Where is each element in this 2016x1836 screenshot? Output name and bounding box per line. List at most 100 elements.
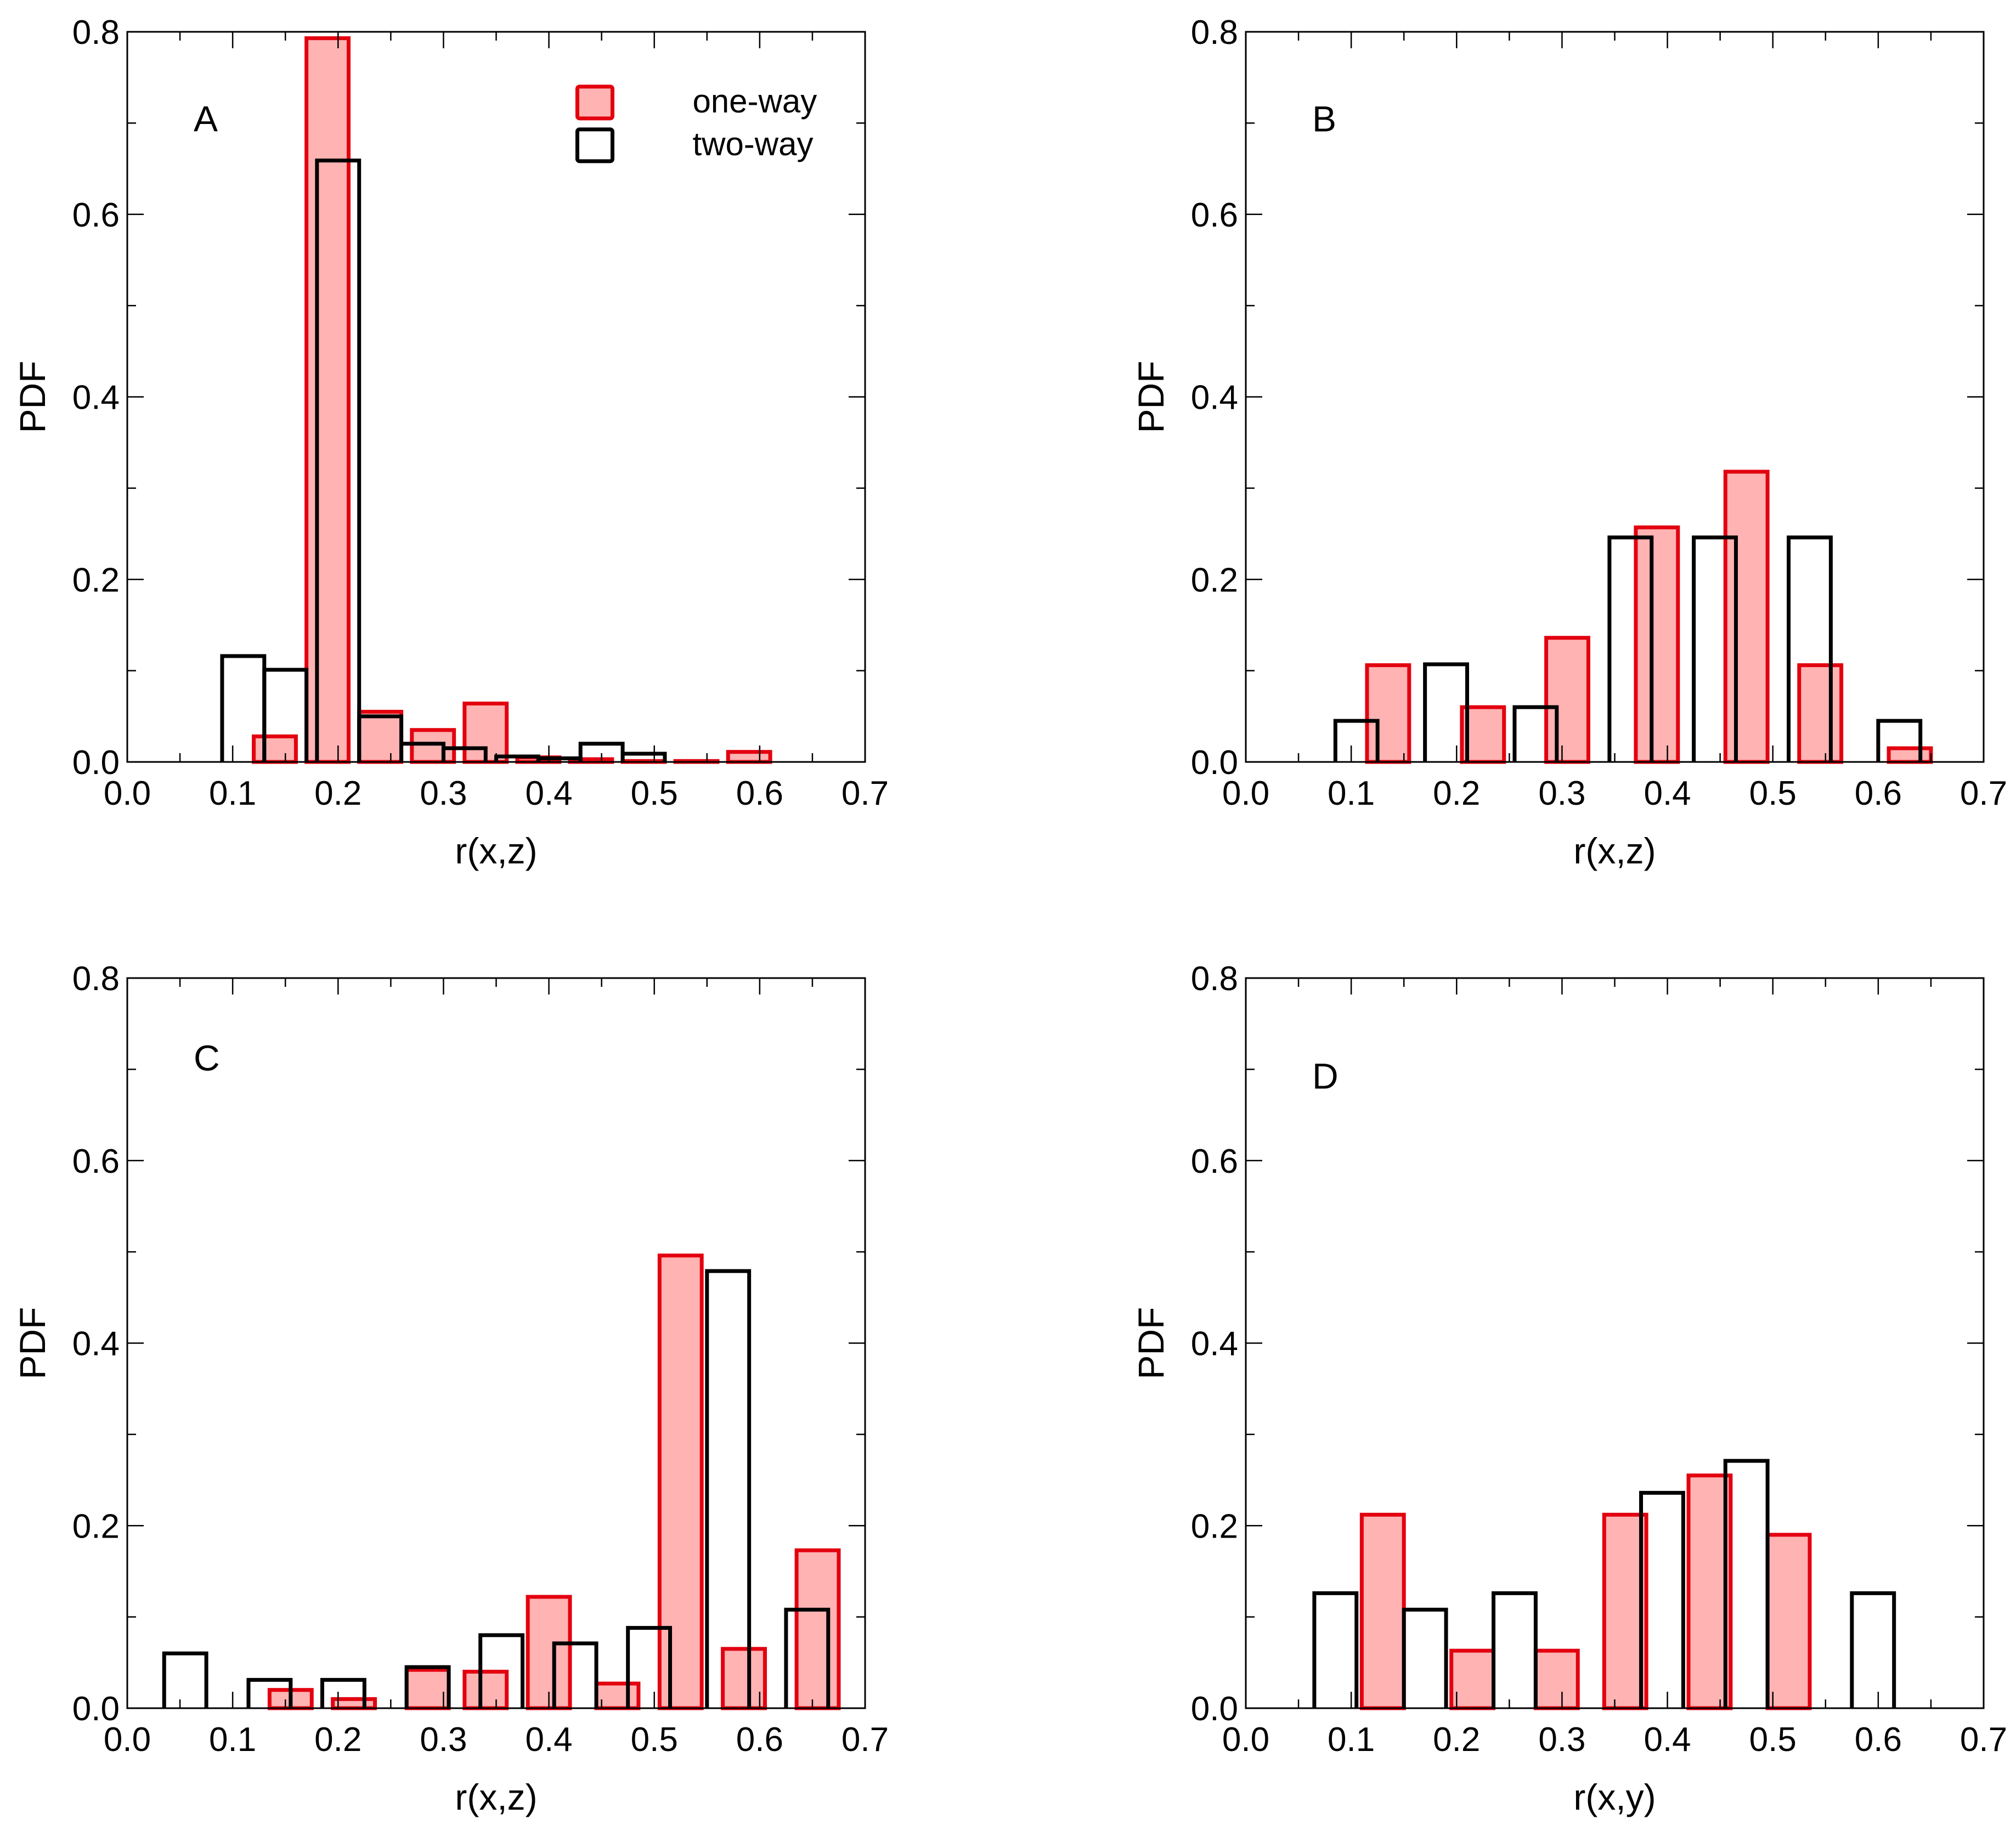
y-tick-label: 0.4: [1191, 379, 1238, 417]
bar-one-way: [304, 36, 351, 764]
x-tick-label: 0.0: [1222, 1721, 1269, 1759]
x-tick-label: 0.6: [1855, 1721, 1902, 1759]
bar-two-way: [1492, 1591, 1538, 1708]
bar-two-way: [320, 1677, 366, 1708]
bar-one-way: [1533, 1648, 1580, 1710]
bar-two-way: [1312, 1591, 1359, 1708]
x-tick-label: 0.2: [1433, 775, 1480, 812]
bar-one-way: [331, 1697, 377, 1710]
y-axis-title: PDF: [12, 361, 53, 433]
x-tick-label: 0.3: [420, 1721, 467, 1759]
bar-two-way: [1787, 535, 1833, 762]
y-axis-title: PDF: [1131, 1307, 1171, 1380]
bar-two-way: [315, 159, 362, 762]
bar-two-way: [1423, 662, 1469, 762]
bar-two-way: [620, 752, 667, 762]
plot-frame: [126, 977, 866, 1709]
x-tick-label: 0.4: [525, 775, 572, 812]
x-tick-label: 0.5: [1749, 775, 1797, 812]
legend-swatch-two-way: [575, 127, 614, 163]
bar-two-way: [552, 1641, 598, 1708]
bar-one-way: [252, 734, 298, 764]
bar-two-way: [262, 668, 309, 762]
x-tick-label: 0.3: [420, 775, 467, 812]
bar-two-way: [1850, 1591, 1896, 1708]
y-tick-label: 0.2: [1191, 561, 1238, 599]
y-tick-label: 0.2: [1191, 1507, 1238, 1545]
panel-label: D: [1312, 1056, 1339, 1097]
y-tick-label: 0.8: [1191, 14, 1238, 52]
bar-two-way: [1333, 719, 1380, 762]
x-axis-title: r(x,z): [455, 831, 537, 871]
x-tick-label: 0.5: [1749, 1721, 1797, 1759]
x-tick-label: 0.0: [1222, 775, 1269, 812]
x-tick-label: 0.6: [736, 1721, 783, 1759]
bar-two-way: [1639, 1490, 1685, 1708]
x-axis-title: r(x,z): [1573, 831, 1656, 871]
bar-one-way: [657, 1253, 704, 1710]
y-tick-label: 0.8: [1191, 960, 1238, 998]
y-tick-label: 0.8: [72, 14, 120, 52]
x-axis-title: r(x,y): [1573, 1777, 1656, 1817]
bar-one-way: [794, 1548, 841, 1710]
bar-one-way: [1449, 1648, 1496, 1710]
x-tick-label: 0.7: [842, 1721, 889, 1759]
x-tick-label: 0.5: [631, 1721, 678, 1759]
x-tick-label: 0.0: [104, 1721, 151, 1759]
bar-one-way: [526, 1595, 572, 1710]
bar-one-way: [410, 728, 456, 764]
y-tick-label: 0.4: [72, 379, 120, 417]
bar-one-way: [1359, 1512, 1406, 1710]
legend-label: two-way: [692, 126, 813, 162]
bar-one-way: [462, 1669, 509, 1710]
plot-frame: [1245, 31, 1985, 763]
x-tick-label: 0.1: [209, 775, 256, 812]
bar-two-way: [246, 1677, 293, 1708]
bar-two-way: [1876, 719, 1923, 762]
y-tick-label: 0.4: [1191, 1325, 1238, 1363]
y-tick-label: 0.2: [72, 561, 120, 599]
bar-one-way: [1634, 525, 1680, 764]
x-tick-label: 0.1: [209, 1721, 256, 1759]
y-tick-label: 0.0: [72, 744, 120, 782]
y-tick-label: 0.0: [1191, 744, 1238, 782]
bar-one-way: [721, 1647, 767, 1710]
panel-a: 0.0 0.1 0.2 0.3 0.4 0.5 0.6 0.7 0.0 0.2 0.4 0.6 0.8 r…: [12, 14, 889, 871]
x-tick-label: 0.1: [1328, 1721, 1375, 1759]
legend-swatch-one-way: [575, 84, 614, 121]
bar-one-way: [726, 750, 772, 764]
x-tick-label: 0.5: [631, 775, 678, 812]
y-axis-title: PDF: [12, 1307, 53, 1380]
bar-one-way: [357, 709, 404, 764]
bar-one-way: [1365, 663, 1411, 764]
bar-one-way: [1797, 663, 1844, 764]
x-tick-label: 0.2: [314, 775, 362, 812]
y-axis-title: PDF: [1131, 361, 1171, 433]
legend-label: one-way: [692, 83, 817, 120]
panel-label: A: [194, 99, 218, 139]
x-tick-label: 0.4: [1644, 1721, 1691, 1759]
x-tick-label: 0.4: [525, 1721, 572, 1759]
x-tick-label: 0.7: [1960, 775, 2007, 812]
x-tick-label: 0.7: [1960, 1721, 2007, 1759]
bar-two-way: [1607, 535, 1654, 762]
x-axis-title: r(x,z): [455, 1777, 537, 1817]
bar-two-way: [1692, 535, 1738, 762]
panel-label: C: [194, 1037, 220, 1078]
panel-c: 0.0 0.1 0.2 0.3 0.4 0.5 0.6 0.7 0.0 0.2 0.4 0.6 0.8 r…: [12, 960, 889, 1817]
x-tick-label: 0.0: [104, 775, 151, 812]
bar-two-way: [357, 714, 404, 762]
x-tick-label: 0.2: [1433, 1721, 1480, 1759]
legend: one-way two-way: [575, 83, 817, 163]
bar-one-way: [594, 1681, 641, 1710]
bar-one-way: [404, 1668, 451, 1710]
x-tick-label: 0.6: [736, 775, 783, 812]
bar-two-way: [626, 1626, 673, 1708]
y-tick-label: 0.6: [72, 196, 120, 234]
x-tick-label: 0.7: [842, 775, 889, 812]
bar-one-way: [1765, 1533, 1812, 1710]
panel-b: 0.0 0.1 0.2 0.3 0.4 0.5 0.6 0.7 0.0 0.2 0.4 0.6 0.8 r…: [1131, 14, 2007, 871]
y-tick-label: 0.8: [72, 960, 120, 998]
x-tick-label: 0.3: [1538, 1721, 1585, 1759]
